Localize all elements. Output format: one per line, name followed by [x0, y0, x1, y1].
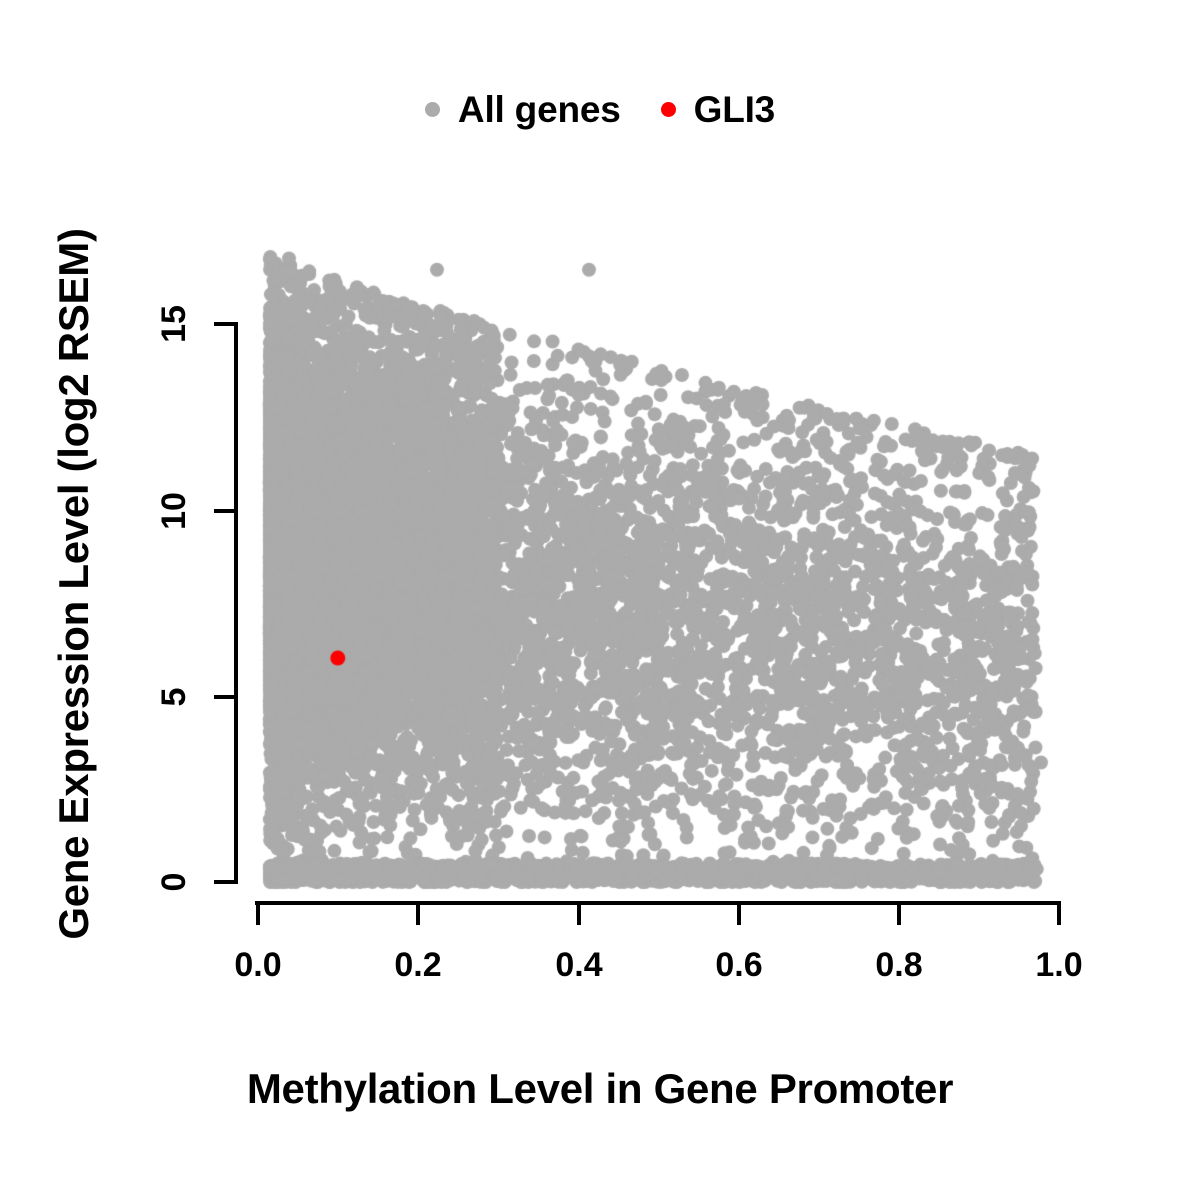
y-axis-line	[234, 322, 238, 884]
y-axis-tick-5	[214, 695, 238, 699]
x-axis-tick-label-0-2: 0.2	[394, 946, 442, 984]
y-axis-title: Gene Expression Level (log2 RSEM)	[50, 228, 97, 940]
x-axis-tick-label-0-6: 0.6	[715, 946, 763, 984]
x-axis-tick-1-0	[1057, 901, 1061, 925]
x-axis-tick-0-6	[737, 901, 741, 925]
x-axis-title: Methylation Level in Gene Promoter	[246, 1065, 954, 1112]
y-axis-tick-label-10: 10	[155, 492, 193, 530]
x-axis-line	[255, 901, 1060, 905]
x-axis-tick-label-0-4: 0.4	[555, 946, 603, 984]
y-axis-tick-15	[214, 322, 238, 326]
y-axis-tick-label-5: 5	[155, 687, 193, 707]
x-axis-tick-label-1-0: 1.0	[1035, 946, 1083, 984]
x-axis-tick-0-8	[897, 901, 901, 925]
y-axis-tick-0	[214, 880, 238, 884]
x-axis-tick-label-0-0: 0.0	[234, 946, 282, 984]
y-axis-tick-label-0: 0	[155, 872, 193, 892]
x-axis-tick-0-2	[416, 901, 420, 925]
y-axis-tick-10	[214, 509, 238, 513]
y-axis-tick-label-15: 15	[155, 305, 193, 343]
x-axis-tick-0-0	[256, 901, 260, 925]
x-axis-tick-0-4	[577, 901, 581, 925]
x-axis-tick-label-0-8: 0.8	[875, 946, 923, 984]
